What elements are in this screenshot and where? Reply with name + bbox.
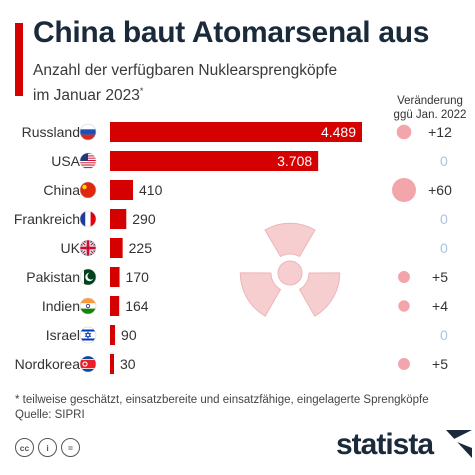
change-label: 0 [440, 211, 448, 227]
chart-subtitle: Anzahl der verfügbaren Nuklearsprengköpf… [33, 60, 373, 106]
value-label: 410 [139, 182, 163, 198]
change-label: +5 [432, 356, 448, 372]
data-bar [110, 122, 362, 142]
north-korea-flag-icon [79, 355, 97, 373]
value-label: 3.708 [277, 153, 312, 169]
russia-flag-icon [79, 123, 97, 141]
change-bubble [392, 178, 416, 202]
creative-commons-icon[interactable]: cc [15, 438, 34, 457]
statista-logo[interactable]: statista [336, 428, 434, 461]
change-header-line-2: ggü Jan. 2022 [393, 109, 467, 121]
change-column-header: Veränderung ggü Jan. 2022 [385, 94, 475, 122]
license-icons: cc i = [15, 438, 80, 457]
value-label: 4.489 [321, 124, 356, 140]
change-bubble [398, 358, 410, 370]
data-bar [110, 238, 123, 258]
usa-flag-icon [79, 152, 97, 170]
data-bar [110, 354, 114, 374]
pakistan-flag-icon [79, 268, 97, 286]
data-bar [110, 267, 120, 287]
radiation-symbol-icon [239, 222, 341, 317]
category-label: USA [51, 153, 80, 169]
change-bubble [398, 271, 410, 283]
value-label: 225 [129, 240, 153, 256]
change-header-line-1: Veränderung [397, 95, 463, 107]
footnote: * teilweise geschätzt, einsatzbereite un… [15, 393, 429, 423]
value-label: 30 [120, 356, 136, 372]
change-label: +4 [432, 298, 448, 314]
data-bar [110, 209, 127, 229]
change-label: +12 [428, 124, 452, 140]
title-accent-bar [15, 23, 23, 96]
change-label: +60 [428, 182, 452, 198]
subtitle-line-2: im Januar 2023 [33, 87, 140, 105]
category-label: Israel [46, 327, 80, 343]
change-label: 0 [440, 327, 448, 343]
data-bar [110, 296, 120, 316]
no-derivatives-icon[interactable]: = [61, 438, 80, 457]
change-label: +5 [432, 269, 448, 285]
china-flag-icon [79, 181, 97, 199]
data-bar [110, 180, 134, 200]
israel-flag-icon [79, 326, 97, 344]
change-bubble [398, 300, 410, 312]
category-label: UK [61, 240, 81, 256]
value-label: 164 [125, 298, 149, 314]
chart-title: China baut Atomarsenal aus [33, 16, 430, 49]
data-bar [110, 151, 319, 171]
data-bar [110, 325, 116, 345]
category-label: China [43, 182, 80, 198]
change-label: 0 [440, 240, 448, 256]
france-flag-icon [79, 210, 97, 228]
change-bubble [396, 124, 412, 140]
source-text: Quelle: SIPRI [15, 409, 85, 421]
category-label: Pakistan [26, 269, 80, 285]
subtitle-footnote-mark: * [139, 86, 144, 96]
value-label: 90 [121, 327, 137, 343]
value-label: 170 [126, 269, 150, 285]
category-label: Russland [22, 124, 80, 140]
value-label: 290 [132, 211, 156, 227]
uk-flag-icon [79, 239, 97, 257]
attribution-icon[interactable]: i [38, 438, 57, 457]
category-label: Indien [42, 298, 80, 314]
change-label: 0 [440, 153, 448, 169]
india-flag-icon [79, 297, 97, 315]
footnote-text: * teilweise geschätzt, einsatzbereite un… [15, 394, 429, 406]
category-label: Nordkorea [15, 356, 81, 372]
subtitle-line-1: Anzahl der verfügbaren Nuklearsprengköpf… [33, 62, 338, 79]
category-label: Frankreich [14, 211, 80, 227]
statista-logo-mark-icon [446, 430, 472, 458]
